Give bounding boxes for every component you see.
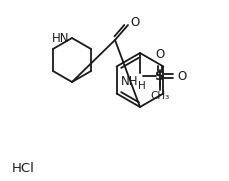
Text: HN: HN [52, 31, 69, 45]
Text: O: O [130, 16, 139, 30]
Text: O: O [177, 70, 186, 83]
Text: O: O [155, 48, 165, 61]
Text: CH₃: CH₃ [150, 91, 170, 101]
Text: HCl: HCl [12, 161, 35, 174]
Text: S: S [155, 70, 165, 83]
Text: NH: NH [120, 75, 138, 88]
Text: H: H [138, 81, 146, 91]
